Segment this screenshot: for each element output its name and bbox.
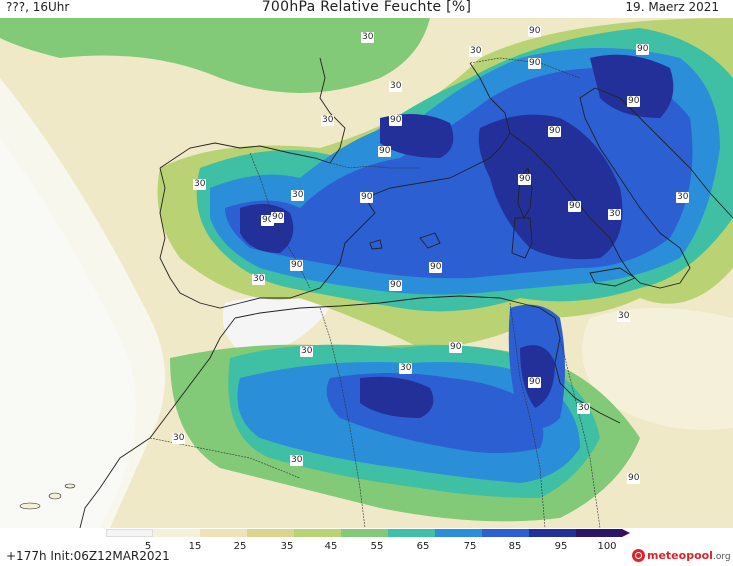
coast-sicily bbox=[589, 267, 636, 287]
coast-morocco bbox=[79, 317, 236, 528]
coast-north-africa bbox=[234, 295, 621, 424]
contour-label: 90 bbox=[528, 377, 542, 388]
moist-band-north bbox=[0, 18, 430, 93]
contour-label: 30 bbox=[321, 115, 335, 126]
valid-date: 19. Maerz 2021 bbox=[625, 0, 719, 14]
coast-corsica bbox=[517, 166, 533, 220]
meteopool-logo-icon bbox=[632, 548, 645, 562]
contour-label: 30 bbox=[608, 209, 622, 220]
colorbar-segment bbox=[247, 529, 294, 537]
contour-label: 90 bbox=[548, 126, 562, 137]
contour-label: 90 bbox=[389, 115, 403, 126]
colorbar-segment bbox=[153, 529, 200, 537]
contour-label: 90 bbox=[636, 44, 650, 55]
colorbar-segment bbox=[435, 529, 482, 537]
colorbar-tick: 55 bbox=[370, 541, 384, 552]
contour-label: 30 bbox=[617, 311, 631, 322]
colorbar-segment bbox=[200, 529, 247, 537]
contour-label: 90 bbox=[528, 58, 542, 69]
contour-label: 30 bbox=[172, 433, 186, 444]
colorbar-segment bbox=[106, 529, 153, 537]
contour-label: 90 bbox=[290, 260, 304, 271]
colorbar-tick: 100 bbox=[597, 541, 617, 552]
logo-name: meteopool bbox=[647, 548, 713, 562]
contour-label: 90 bbox=[378, 146, 392, 157]
contour-label: 30 bbox=[252, 274, 266, 285]
canary-islands bbox=[19, 483, 76, 510]
colorbar-tick: 5 bbox=[144, 541, 152, 552]
dry-patch-gibraltar bbox=[222, 296, 330, 358]
contour-label: 30 bbox=[469, 46, 483, 57]
coast-sardinia bbox=[511, 217, 533, 259]
logo-text: meteopool.org bbox=[647, 549, 731, 562]
contour-label: 90 bbox=[449, 342, 463, 353]
contour-label: 90 bbox=[518, 174, 532, 185]
coast-ibiza bbox=[369, 239, 383, 250]
border-tunisia-libya bbox=[559, 337, 601, 528]
colorbar-tick: 25 bbox=[233, 541, 247, 552]
contour-label: 30 bbox=[399, 363, 413, 374]
contour-label: 30 bbox=[291, 190, 305, 201]
colorbar-segment bbox=[576, 529, 622, 537]
run-label: ???, 16Uhr bbox=[6, 0, 70, 14]
contour-label: 30 bbox=[300, 346, 314, 357]
dry-patch-libya bbox=[582, 308, 733, 430]
coast-italy bbox=[509, 87, 733, 289]
contour-label: 90 bbox=[429, 262, 443, 273]
contour-label: 90 bbox=[627, 473, 641, 484]
contour-label: 30 bbox=[676, 192, 690, 203]
contour-label: 30 bbox=[577, 403, 591, 414]
colorbar-segment bbox=[294, 529, 341, 537]
border-alps bbox=[469, 57, 581, 79]
colorbar-tick: 95 bbox=[554, 541, 568, 552]
contour-label: 30 bbox=[389, 81, 403, 92]
colorbar-segment bbox=[388, 529, 435, 537]
humidity-core-alps bbox=[590, 54, 674, 118]
contour-label: 30 bbox=[193, 179, 207, 190]
coastlines bbox=[79, 57, 733, 528]
island-fuerteventura bbox=[64, 483, 76, 489]
colorbar-segment bbox=[529, 529, 576, 537]
contour-label: 30 bbox=[290, 455, 304, 466]
border-pyrenees bbox=[329, 162, 420, 169]
meteopool-logo[interactable]: meteopool.org bbox=[632, 546, 731, 564]
humidity-core-algeria bbox=[360, 376, 434, 418]
coast-mallorca bbox=[419, 232, 441, 249]
contour-label: 90 bbox=[528, 26, 542, 37]
coast-iberia-north bbox=[159, 57, 346, 169]
island-gran-canaria bbox=[48, 492, 62, 500]
colorbar-tick: 15 bbox=[188, 541, 202, 552]
colorbar-end-arrow bbox=[622, 529, 630, 537]
contour-label: 90 bbox=[271, 212, 285, 223]
contour-label: 90 bbox=[389, 280, 403, 291]
map-canvas bbox=[0, 18, 733, 528]
coast-iberia-south bbox=[159, 167, 376, 309]
forecast-init-label: +177h Init:06Z12MAR2021 bbox=[6, 549, 170, 563]
border-algeria-tunisia bbox=[509, 302, 546, 528]
humidity-map: 30 90 30 90 90 30 30 90 90 90 30 90 90 9… bbox=[0, 18, 733, 528]
colorbar bbox=[106, 529, 630, 538]
colorbar-segment bbox=[341, 529, 388, 537]
contour-label: 30 bbox=[361, 32, 375, 43]
contour-label: 90 bbox=[261, 215, 275, 226]
logo-suffix: .org bbox=[712, 551, 731, 562]
colorbar-tick: 75 bbox=[463, 541, 477, 552]
header-bar: ???, 16Uhr 700hPa Relative Feuchte [%] 1… bbox=[0, 0, 733, 18]
colorbar-tick: 45 bbox=[324, 541, 338, 552]
humidity-core-tunisia bbox=[520, 345, 555, 408]
contour-label: 90 bbox=[627, 96, 641, 107]
colorbar-tick: 35 bbox=[280, 541, 294, 552]
coast-france-italy bbox=[364, 62, 511, 199]
contour-label: 90 bbox=[360, 192, 374, 203]
dry-band-inner bbox=[0, 78, 165, 528]
contour-label: 90 bbox=[568, 201, 582, 212]
island-tenerife bbox=[19, 502, 41, 510]
colorbar-tick: 65 bbox=[416, 541, 430, 552]
colorbar-tick: 85 bbox=[508, 541, 522, 552]
colorbar-segment bbox=[482, 529, 529, 537]
map-title: 700hPa Relative Feuchte [%] bbox=[261, 0, 472, 15]
